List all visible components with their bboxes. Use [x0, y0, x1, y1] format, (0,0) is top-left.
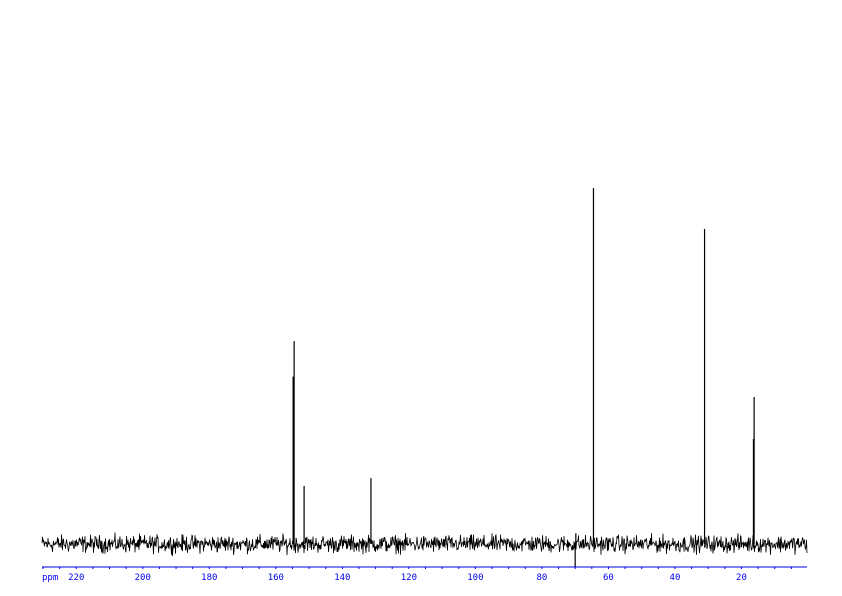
x-tick-label: 20: [736, 573, 747, 583]
x-tick-label: 100: [467, 573, 483, 583]
x-tick-label: 120: [401, 573, 417, 583]
spectrum-layer: [41, 188, 808, 568]
x-tick-label: 220: [68, 573, 84, 583]
x-tick-label: 160: [268, 573, 284, 583]
x-tick-label: 140: [334, 573, 350, 583]
x-axis-label: ppm: [42, 573, 58, 583]
x-axis: 220 200 180 160 140 120 100 80 60 40 20: [42, 566, 807, 583]
spectrum-baseline: [41, 532, 808, 557]
x-tick-label: 80: [536, 573, 547, 583]
x-tick-label: 60: [603, 573, 614, 583]
x-tick-label: 180: [201, 573, 217, 583]
x-tick-label: 40: [670, 573, 681, 583]
x-tick-label: 200: [135, 573, 151, 583]
